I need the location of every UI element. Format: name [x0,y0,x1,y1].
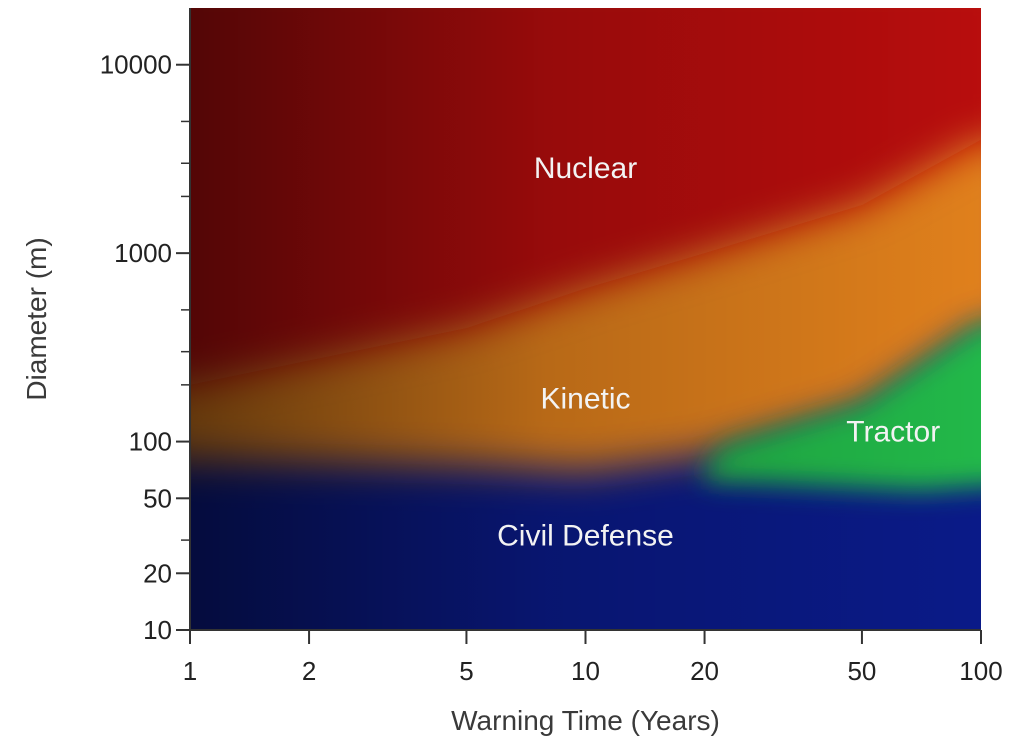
y-tick-label: 100 [129,427,172,457]
x-axis-label: Warning Time (Years) [451,705,720,736]
x-tick-label: 10 [571,656,600,686]
x-tick-label: 100 [959,656,1002,686]
region-labels: Nuclear Kinetic Tractor Civil Defense [497,152,940,553]
y-tick-label: 1000 [114,238,172,268]
x-tick-label: 50 [847,656,876,686]
y-tick-label: 20 [143,558,172,588]
y-axis-label: Diameter (m) [21,237,52,400]
region-label-nuclear: Nuclear [534,152,637,185]
x-tick-label: 20 [690,656,719,686]
x-tick-label: 2 [302,656,316,686]
y-tick-label: 10000 [100,50,172,80]
x-tick-label: 1 [183,656,197,686]
x-tick-label: 5 [459,656,473,686]
y-tick-label: 50 [143,483,172,513]
shading-overlay [190,8,981,630]
region-label-civil-defense: Civil Defense [497,520,674,553]
heatmap-regions [190,8,981,630]
y-tick-label: 10 [143,615,172,645]
region-label-kinetic: Kinetic [540,382,630,415]
axes: 10 20 50 100 1000 10000 1 2 5 10 20 50 100 [100,8,1003,686]
region-label-tractor: Tractor [846,416,940,449]
